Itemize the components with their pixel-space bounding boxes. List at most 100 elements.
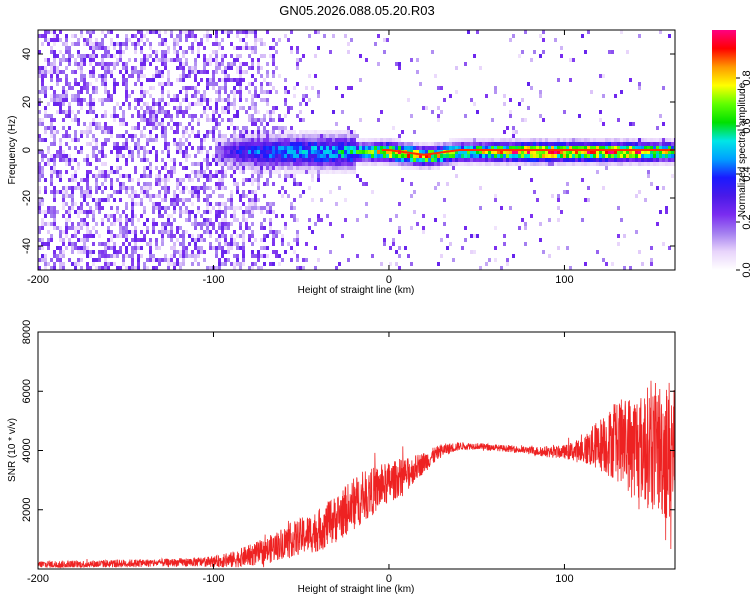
heatmap-cell bbox=[668, 138, 671, 142]
heatmap-cell bbox=[221, 254, 224, 258]
heatmap-cell bbox=[281, 186, 284, 190]
heatmap-cell bbox=[299, 158, 302, 162]
heatmap-cell bbox=[74, 58, 77, 62]
heatmap-cell bbox=[605, 162, 608, 166]
heatmap-cell bbox=[278, 154, 281, 158]
heatmap-cell bbox=[359, 154, 362, 158]
heatmap-cell bbox=[206, 78, 209, 82]
heatmap-cell bbox=[101, 62, 104, 66]
heatmap-cell bbox=[41, 138, 44, 142]
heatmap-cell bbox=[215, 98, 218, 102]
heatmap-cell bbox=[341, 130, 344, 134]
heatmap-cell bbox=[488, 154, 491, 158]
heatmap-cell bbox=[431, 146, 434, 150]
heatmap-cell bbox=[110, 130, 113, 134]
heatmap-cell bbox=[113, 198, 116, 202]
heatmap-cell bbox=[437, 154, 440, 158]
heatmap-cell bbox=[134, 234, 137, 238]
heatmap-cell bbox=[143, 66, 146, 70]
heatmap-cell bbox=[284, 90, 287, 94]
heatmap-cell bbox=[338, 262, 341, 266]
heatmap-cell bbox=[257, 66, 260, 70]
heatmap-cell bbox=[284, 170, 287, 174]
heatmap-cell bbox=[71, 174, 74, 178]
heatmap-cell bbox=[323, 146, 326, 150]
heatmap-cell bbox=[212, 110, 215, 114]
heatmap-cell bbox=[224, 138, 227, 142]
heatmap-cell bbox=[278, 170, 281, 174]
heatmap-cell bbox=[521, 118, 524, 122]
heatmap-cell bbox=[215, 82, 218, 86]
heatmap-cell bbox=[47, 262, 50, 266]
heatmap-cell bbox=[218, 210, 221, 214]
heatmap-cell bbox=[353, 138, 356, 142]
heatmap-cell bbox=[320, 170, 323, 174]
heatmap-cell bbox=[266, 98, 269, 102]
heatmap-cell bbox=[251, 250, 254, 254]
heatmap-cell bbox=[53, 190, 56, 194]
heatmap-cell bbox=[227, 106, 230, 110]
heatmap-cell bbox=[581, 178, 584, 182]
heatmap-cell bbox=[113, 214, 116, 218]
heatmap-cell bbox=[581, 146, 584, 150]
heatmap-cell bbox=[398, 266, 401, 270]
heatmap-cell bbox=[230, 262, 233, 266]
heatmap-cell bbox=[461, 158, 464, 162]
heatmap-cell bbox=[191, 50, 194, 54]
heatmap-cell bbox=[62, 262, 65, 266]
heatmap-cell bbox=[458, 158, 461, 162]
heatmap-cell bbox=[215, 58, 218, 62]
heatmap-cell bbox=[95, 182, 98, 186]
colorbar-tick-label: 0.0 bbox=[741, 262, 750, 277]
heatmap-cell bbox=[230, 54, 233, 58]
heatmap-cell bbox=[161, 130, 164, 134]
heatmap-cell bbox=[140, 98, 143, 102]
heatmap-cell bbox=[128, 150, 131, 154]
heatmap-cell bbox=[248, 190, 251, 194]
heatmap-cell bbox=[164, 258, 167, 262]
heatmap-cell bbox=[74, 42, 77, 46]
heatmap-cell bbox=[173, 122, 176, 126]
heatmap-cell bbox=[38, 138, 41, 142]
heatmap-cell bbox=[470, 158, 473, 162]
heatmap-cell bbox=[215, 54, 218, 58]
heatmap-cell bbox=[233, 238, 236, 242]
heatmap-cell bbox=[455, 146, 458, 150]
heatmap-cell bbox=[419, 146, 422, 150]
heatmap-cell bbox=[287, 106, 290, 110]
heatmap-cell bbox=[242, 130, 245, 134]
heatmap-cell bbox=[68, 58, 71, 62]
heatmap-cell bbox=[254, 94, 257, 98]
heatmap-cell bbox=[149, 130, 152, 134]
heatmap-cell bbox=[248, 234, 251, 238]
heatmap-cell bbox=[224, 54, 227, 58]
heatmap-cell bbox=[278, 254, 281, 258]
heatmap-cell bbox=[527, 142, 530, 146]
heatmap-cell bbox=[299, 266, 302, 270]
heatmap-cell bbox=[185, 186, 188, 190]
heatmap-cell bbox=[71, 110, 74, 114]
heatmap-cell bbox=[158, 102, 161, 106]
heatmap-cell bbox=[653, 146, 656, 150]
heatmap-cell bbox=[233, 266, 236, 270]
heatmap-cell bbox=[239, 130, 242, 134]
heatmap-cell bbox=[509, 162, 512, 166]
heatmap-cell bbox=[53, 254, 56, 258]
heatmap-cell bbox=[245, 218, 248, 222]
heatmap-cell bbox=[86, 130, 89, 134]
heatmap-cell bbox=[548, 154, 551, 158]
heatmap-cell bbox=[92, 214, 95, 218]
heatmap-cell bbox=[251, 254, 254, 258]
heatmap-cell bbox=[401, 162, 404, 166]
heatmap-cell bbox=[182, 142, 185, 146]
heatmap-cell bbox=[464, 162, 467, 166]
heatmap-cell bbox=[410, 150, 413, 154]
heatmap-cell bbox=[593, 162, 596, 166]
heatmap-cell bbox=[146, 138, 149, 142]
heatmap-cell bbox=[80, 190, 83, 194]
heatmap-cell bbox=[371, 254, 374, 258]
heatmap-cell bbox=[272, 162, 275, 166]
heatmap-cell bbox=[362, 154, 365, 158]
heatmap-cell bbox=[461, 138, 464, 142]
heatmap-cell bbox=[113, 82, 116, 86]
